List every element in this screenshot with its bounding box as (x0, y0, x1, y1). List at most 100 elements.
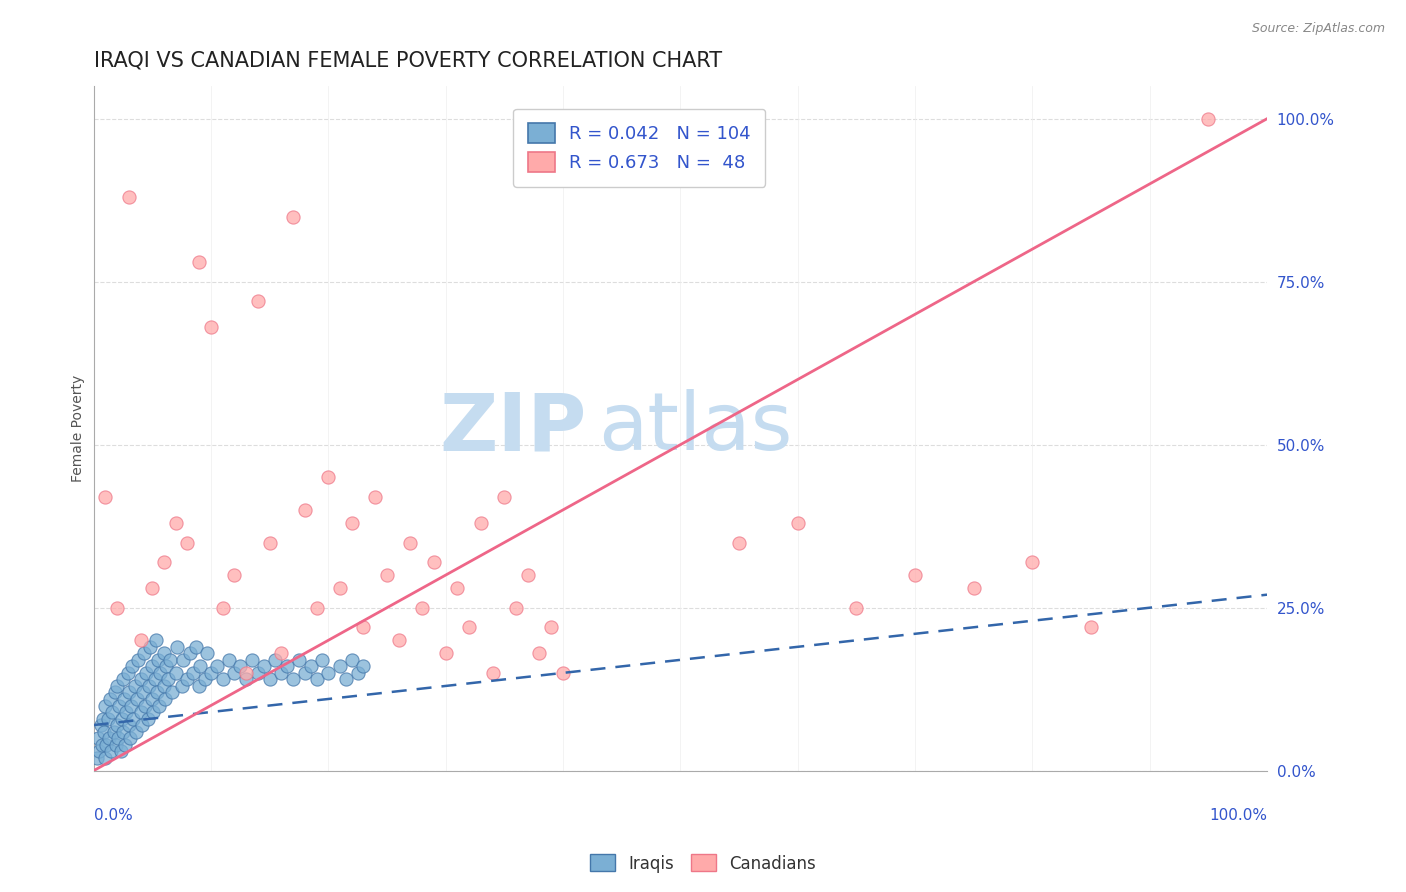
Point (235, 673, 257, 687)
Point (316, 665, 339, 680)
Point (294, 503, 316, 517)
Point (93, 724, 115, 739)
Point (172, 653, 194, 667)
Point (155, 659, 177, 673)
Point (411, 600, 433, 615)
Point (131, 718, 153, 732)
Point (125, 724, 148, 739)
Point (125, 692, 148, 706)
Point (104, 738, 127, 752)
Point (121, 659, 143, 673)
Text: 100.0%: 100.0% (1209, 808, 1267, 823)
Point (446, 581, 468, 595)
Point (117, 665, 139, 680)
Point (281, 673, 304, 687)
Point (259, 535, 281, 549)
Point (138, 679, 160, 693)
Point (311, 653, 333, 667)
Point (458, 620, 481, 634)
Point (540, 620, 562, 634)
Point (176, 535, 198, 549)
Point (165, 665, 187, 680)
Point (270, 665, 292, 680)
Point (190, 659, 212, 673)
Legend: R = 0.042   N = 104, R = 0.673   N =  48: R = 0.042 N = 104, R = 0.673 N = 48 (513, 109, 765, 186)
Point (118, 731, 141, 745)
Point (194, 673, 217, 687)
Text: Source: ZipAtlas.com: Source: ZipAtlas.com (1251, 22, 1385, 36)
Point (229, 659, 252, 673)
Point (160, 685, 183, 699)
Point (105, 718, 128, 732)
Point (149, 665, 172, 680)
Point (264, 653, 287, 667)
Point (294, 665, 316, 680)
Point (142, 705, 165, 719)
Point (246, 294, 269, 309)
Point (118, 718, 141, 732)
Point (132, 646, 155, 660)
Point (89, 744, 111, 758)
Point (129, 673, 152, 687)
Point (305, 673, 328, 687)
Point (107, 731, 129, 745)
Point (481, 665, 503, 680)
Point (90, 718, 112, 732)
Point (281, 210, 304, 224)
Text: atlas: atlas (598, 390, 793, 467)
Point (87, 731, 110, 745)
Point (139, 640, 162, 654)
Point (1080, 620, 1102, 634)
Point (340, 653, 363, 667)
Point (166, 640, 188, 654)
Point (94, 490, 117, 504)
Point (299, 659, 322, 673)
Legend: Iraqis, Canadians: Iraqis, Canadians (583, 847, 823, 880)
Point (516, 568, 538, 582)
Point (134, 698, 156, 713)
Point (288, 653, 311, 667)
Point (316, 470, 339, 484)
Point (399, 535, 422, 549)
Point (143, 673, 166, 687)
Point (253, 659, 276, 673)
Point (141, 692, 163, 706)
Point (153, 692, 176, 706)
Point (111, 712, 134, 726)
Point (728, 535, 751, 549)
Point (86, 750, 108, 764)
Point (111, 673, 134, 687)
Point (329, 581, 352, 595)
Point (470, 516, 492, 530)
Point (259, 673, 281, 687)
Point (97, 712, 120, 726)
Point (98, 692, 121, 706)
Point (224, 665, 246, 680)
Point (434, 646, 457, 660)
Point (104, 685, 127, 699)
Point (97, 731, 120, 745)
Point (108, 698, 131, 713)
Point (101, 705, 124, 719)
Point (105, 600, 128, 615)
Point (129, 633, 152, 648)
Point (364, 490, 387, 504)
Point (329, 659, 352, 673)
Point (1021, 555, 1043, 569)
Point (122, 712, 145, 726)
Point (103, 724, 125, 739)
Point (153, 555, 176, 569)
Point (235, 665, 257, 680)
Point (127, 653, 149, 667)
Point (96, 738, 118, 752)
Point (963, 581, 986, 595)
Point (141, 581, 163, 595)
Point (118, 685, 141, 699)
Point (148, 698, 170, 713)
Point (136, 712, 159, 726)
Point (111, 724, 134, 739)
Point (218, 653, 240, 667)
Point (346, 665, 368, 680)
Point (145, 633, 167, 648)
Point (146, 653, 169, 667)
